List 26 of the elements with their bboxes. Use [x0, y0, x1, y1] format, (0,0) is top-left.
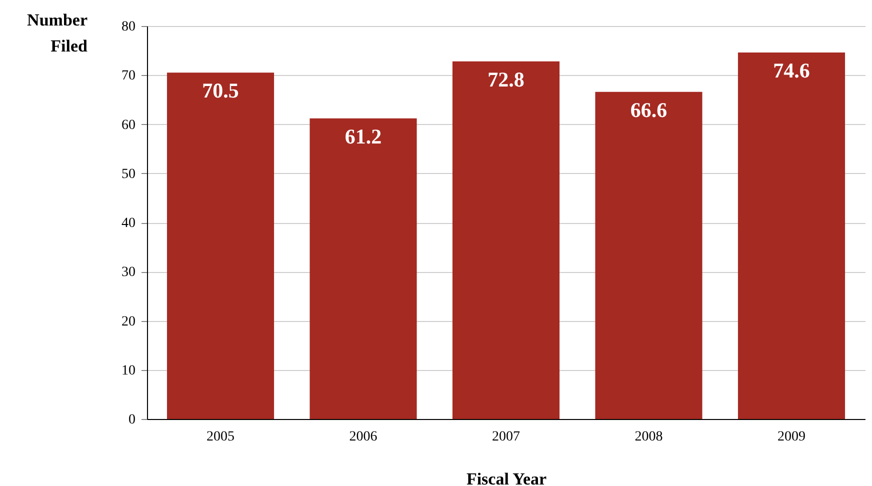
y-tick-label: 20	[122, 314, 136, 330]
bar	[738, 52, 846, 419]
bar	[310, 118, 417, 419]
y-axis-title: Number Filed	[27, 10, 88, 56]
y-tick-label: 80	[122, 20, 136, 34]
x-axis-title: Fiscal Year	[466, 470, 547, 486]
y-tick-label: 10	[122, 363, 136, 378]
x-tick-label: 2007	[492, 430, 520, 444]
data-label: 72.8	[488, 67, 524, 92]
x-tick-label: 2006	[349, 430, 378, 444]
y-tick-label: 50	[122, 166, 136, 182]
data-label: 61.2	[344, 124, 382, 148]
data-label: 74.6	[773, 58, 810, 83]
data-label: 70.5	[202, 78, 239, 103]
x-tick-label: 2005	[206, 430, 235, 444]
y-tick-label: 0	[128, 412, 136, 428]
y-tick-label: 30	[122, 265, 136, 280]
y-tick-label: 60	[122, 118, 136, 133]
bar	[452, 61, 560, 419]
x-tick-label: 2008	[634, 430, 663, 444]
y-tick-label: 70	[122, 68, 136, 84]
data-label: 66.6	[630, 98, 668, 122]
x-tick-label: 2009	[777, 430, 806, 444]
bar	[595, 92, 702, 419]
bar	[166, 72, 274, 419]
y-tick-label: 40	[122, 216, 136, 231]
